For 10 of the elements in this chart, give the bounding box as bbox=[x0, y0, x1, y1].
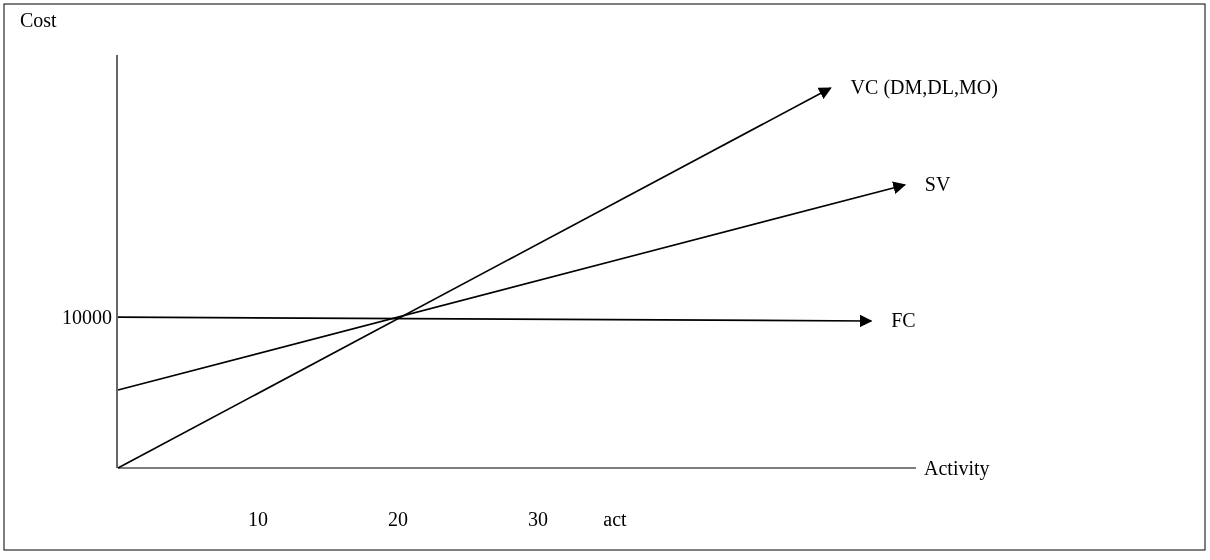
x-tick-label: 10 bbox=[248, 508, 268, 530]
x-tick-label: 20 bbox=[388, 508, 408, 530]
x-tick-label: 30 bbox=[528, 508, 548, 530]
series-label: FC bbox=[891, 308, 916, 331]
series-label: VC (DM,DL,MO) bbox=[850, 76, 998, 99]
annotation: 10000 bbox=[62, 306, 112, 329]
text: act bbox=[603, 508, 628, 530]
series-label: SV bbox=[924, 172, 951, 195]
x-axis-title: Activity bbox=[924, 457, 990, 480]
y-axis-title: Cost bbox=[20, 9, 58, 31]
